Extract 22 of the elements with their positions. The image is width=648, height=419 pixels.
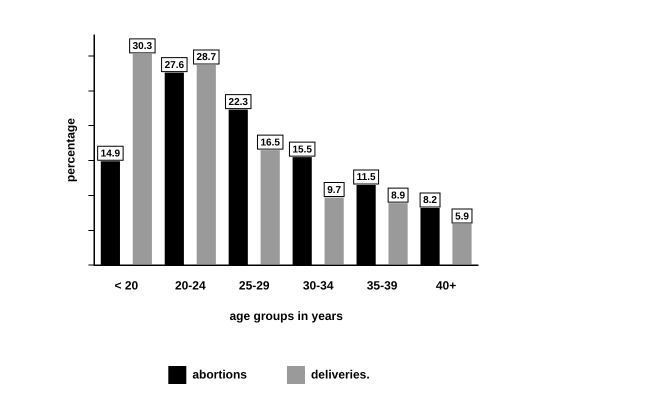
legend-label: deliveries. — [310, 367, 370, 382]
data-label: 27.6 — [164, 60, 184, 71]
x-tick-label: 30-34 — [302, 278, 334, 293]
data-label: 11.5 — [356, 172, 376, 184]
x-tick-label: < 20 — [114, 278, 139, 293]
data-label: 22.3 — [228, 96, 248, 108]
legend-label: abortions — [192, 367, 248, 382]
data-label: 30.3 — [132, 41, 153, 52]
x-tick-label: 35-39 — [366, 278, 398, 293]
data-label: 15.5 — [292, 144, 312, 156]
data-label: 8.9 — [391, 190, 406, 202]
y-axis-title: percentage — [64, 118, 78, 182]
data-label: 14.9 — [100, 148, 121, 160]
data-label: 28.7 — [196, 52, 216, 64]
data-label: 8.2 — [423, 195, 438, 206]
data-label: 9.7 — [327, 184, 342, 196]
x-axis-title: age groups in years — [230, 309, 344, 324]
x-tick-label: 25-29 — [238, 278, 270, 293]
x-tick-label: 40+ — [436, 278, 456, 293]
x-tick-label: 20-24 — [174, 278, 206, 293]
data-label: 5.9 — [455, 211, 470, 222]
data-label: 16.5 — [260, 137, 280, 148]
